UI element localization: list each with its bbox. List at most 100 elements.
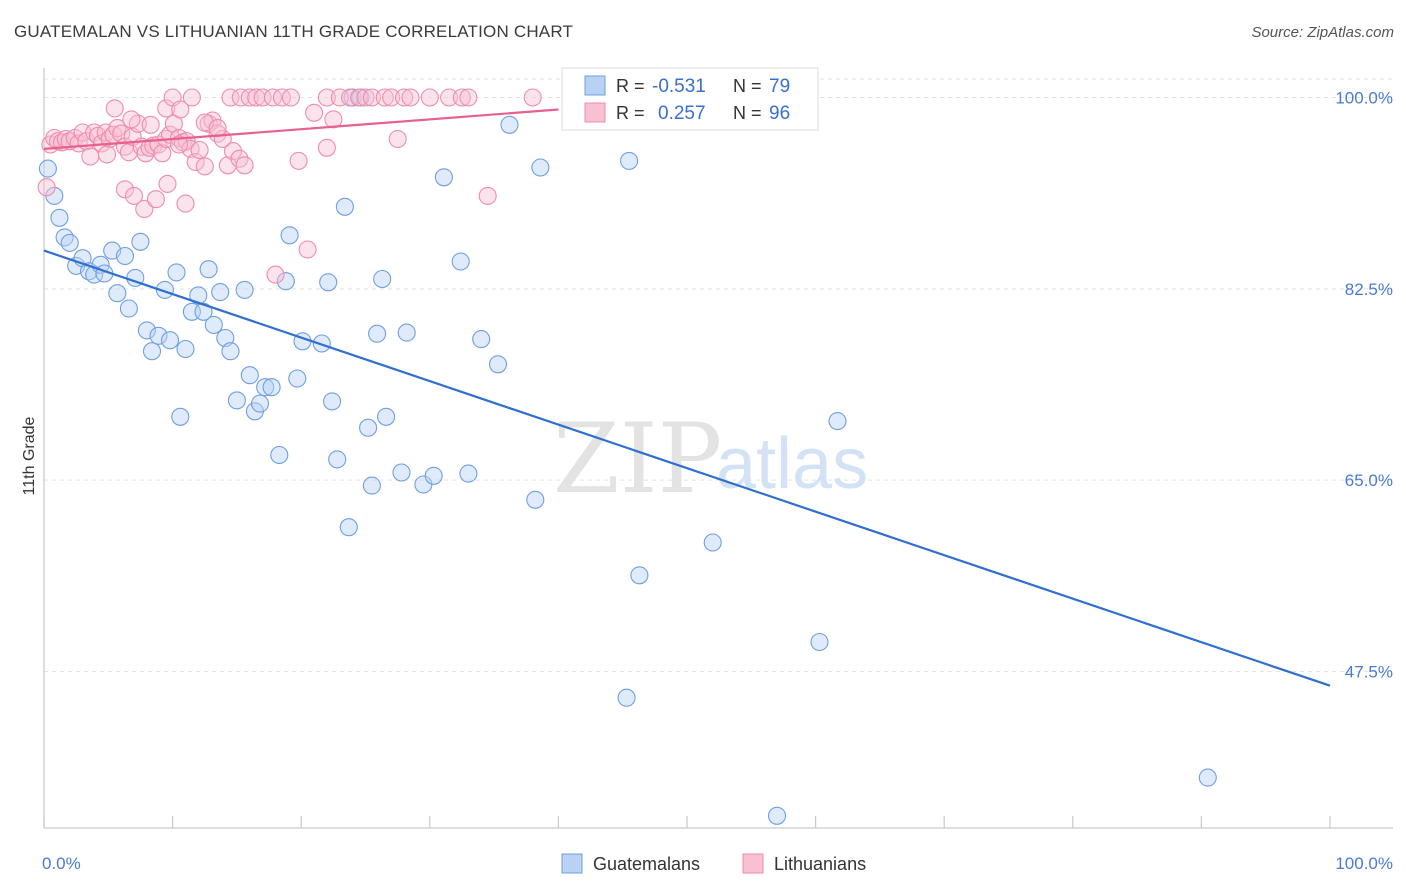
lithuanian-point xyxy=(176,194,195,213)
y-tick-label: 82.5% xyxy=(1345,280,1393,299)
legend-n-value-lithuanians: 96 xyxy=(769,103,790,124)
lithuanian-point xyxy=(330,88,349,107)
y-tick-labels: 100.0% 82.5% 65.0% 47.5% xyxy=(1335,89,1393,682)
legend-swatch-guatemalans xyxy=(584,75,606,96)
series-legend-swatch-guatemalans[interactable] xyxy=(561,853,583,874)
lithuanian-point xyxy=(195,157,214,176)
guatemalan-point xyxy=(142,342,162,361)
guatemalans-trend-line xyxy=(43,249,1331,687)
guatemalan-point xyxy=(50,208,69,227)
lithuanian-point xyxy=(356,88,375,107)
lithuanian-point xyxy=(266,265,285,284)
guatemalan-point xyxy=(250,394,270,413)
guatemalan-point xyxy=(160,331,180,350)
legend-r-value-guatemalans: -0.531 xyxy=(652,76,706,97)
guatemalan-point xyxy=(171,407,190,426)
lithuanian-point xyxy=(440,88,459,107)
stats-legend: R = -0.531 N = 79 R = 0.257 N = 96 xyxy=(561,67,819,131)
guatemalan-point xyxy=(1198,768,1217,787)
lithuanian-point xyxy=(122,110,141,129)
y-tick-label: 65.0% xyxy=(1345,471,1393,490)
series-legend-label-lithuanians[interactable]: Lithuanians xyxy=(774,854,866,874)
legend-r-label-lithuanians: R = xyxy=(616,103,645,123)
guatemalan-point xyxy=(434,168,453,187)
guatemalan-point xyxy=(488,355,508,374)
lithuanian-point xyxy=(171,100,190,119)
watermark: ZIP atlas xyxy=(553,403,868,515)
lithuanian-point xyxy=(324,110,343,129)
lithuanian-point xyxy=(223,142,243,161)
lithuanian-point xyxy=(298,240,317,259)
guatemalan-point xyxy=(617,688,636,707)
guatemalan-point xyxy=(155,280,174,299)
guatemalan-point xyxy=(397,323,416,342)
y-axis-label: 11th Grade xyxy=(21,416,38,495)
lithuanian-point xyxy=(289,151,308,170)
lithuanian-point xyxy=(375,88,394,107)
legend-n-label-lithuanians: N = xyxy=(733,103,762,123)
lithuanian-point xyxy=(186,152,205,172)
guatemalan-point xyxy=(373,269,392,289)
lithuanian-point xyxy=(523,88,542,107)
guatemalan-point xyxy=(424,466,443,485)
guatemalan-point xyxy=(221,342,240,361)
legend-swatch-lithuanians xyxy=(584,102,606,123)
lithuanian-point xyxy=(459,88,478,107)
guatemalan-point xyxy=(167,263,186,282)
x-tick-label-min: 0.0% xyxy=(42,854,81,873)
guatemalan-point xyxy=(262,378,281,397)
lithuanian-point xyxy=(124,186,144,205)
lithuanian-point xyxy=(115,180,135,199)
lithuanian-point xyxy=(182,88,201,107)
guatemalan-point xyxy=(703,533,722,552)
guatemalan-point xyxy=(115,246,135,266)
lithuanian-point xyxy=(281,88,300,107)
y-tick-label: 100.0% xyxy=(1335,89,1393,108)
guatemalan-point xyxy=(323,392,342,411)
guatemalan-point xyxy=(630,566,649,585)
guatemalan-point xyxy=(319,273,338,292)
lithuanian-point xyxy=(221,88,240,107)
lithuanian-point xyxy=(420,88,439,107)
x-tick-label-max: 100.0% xyxy=(1335,854,1393,873)
guatemalan-point xyxy=(377,407,396,426)
guatemalan-point xyxy=(335,197,354,216)
lithuanian-point xyxy=(240,88,259,107)
guatemalan-point xyxy=(810,632,829,652)
guatemalan-point xyxy=(288,369,307,388)
series-legend: Guatemalans Lithuanians xyxy=(561,853,866,874)
series-legend-swatch-lithuanians[interactable] xyxy=(742,853,764,874)
source-credit: Source: ZipAtlas.com xyxy=(1251,24,1394,41)
guatemalan-point xyxy=(620,151,639,170)
guatemalan-point xyxy=(119,299,138,318)
lithuanian-point xyxy=(235,156,254,175)
legend-r-label-guatemalans: R = xyxy=(616,76,645,96)
guatemalan-point xyxy=(227,391,246,410)
series-legend-label-guatemalans[interactable]: Guatemalans xyxy=(593,854,700,874)
lithuanian-point xyxy=(395,88,414,107)
lithuanian-point xyxy=(452,88,471,107)
lithuanian-point xyxy=(253,88,272,107)
guatemalan-point xyxy=(526,490,545,509)
guatemalan-point xyxy=(108,284,127,303)
guatemalan-point xyxy=(38,159,57,178)
guatemalan-point xyxy=(280,226,299,245)
legend-n-value-guatemalans: 79 xyxy=(769,76,790,97)
guatemalan-point xyxy=(828,412,847,431)
lithuanian-point xyxy=(401,88,420,107)
guatemalan-point xyxy=(531,158,550,177)
guatemalan-point xyxy=(211,283,230,302)
guatemalan-point xyxy=(240,366,259,385)
x-ticks xyxy=(43,816,1331,828)
guatemalan-point xyxy=(339,518,358,537)
guatemalan-point xyxy=(359,418,378,437)
guatemalan-point xyxy=(60,233,79,252)
guatemalan-point xyxy=(256,378,275,397)
lithuanian-point xyxy=(158,174,177,193)
guatemalan-point xyxy=(500,115,519,134)
guatemalan-point xyxy=(459,464,478,483)
legend-n-label-guatemalans: N = xyxy=(733,76,762,96)
lithuanian-point xyxy=(362,88,381,107)
trend-lines xyxy=(43,108,1331,687)
